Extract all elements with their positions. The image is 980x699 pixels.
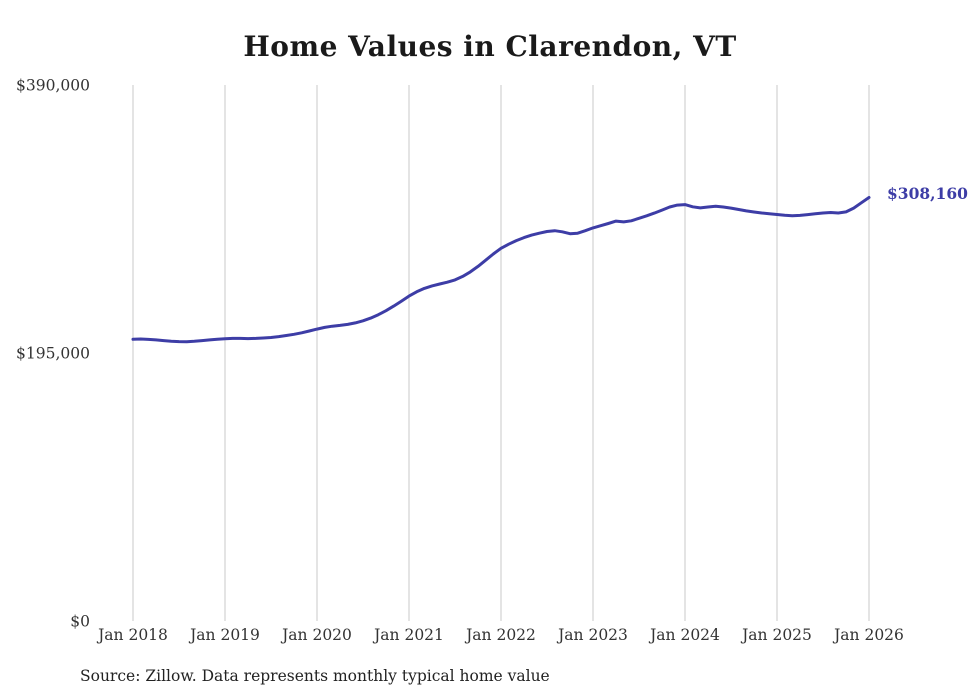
x-axis-tick-label: Jan 2026 (832, 626, 904, 644)
y-axis-tick-label: $0 (70, 612, 90, 630)
x-axis-tick-label: Jan 2024 (648, 626, 720, 644)
x-axis-tick-label: Jan 2018 (96, 626, 168, 644)
x-axis-tick-label: Jan 2023 (556, 626, 628, 644)
y-axis-tick-label: $390,000 (16, 76, 90, 94)
end-value-label: $308,160 (887, 184, 968, 203)
y-axis-tick-label: $195,000 (16, 344, 90, 362)
home-value-series-line (131, 196, 871, 344)
x-axis-tick-label: Jan 2020 (280, 626, 352, 644)
chart-title: Home Values in Clarendon, VT (243, 30, 737, 63)
x-axis-tick-label: Jan 2025 (740, 626, 812, 644)
source-note: Source: Zillow. Data represents monthly … (80, 667, 550, 685)
x-axis-tick-label: Jan 2022 (464, 626, 536, 644)
x-axis-tick-label: Jan 2019 (188, 626, 260, 644)
x-axis-tick-label: Jan 2021 (372, 626, 444, 644)
